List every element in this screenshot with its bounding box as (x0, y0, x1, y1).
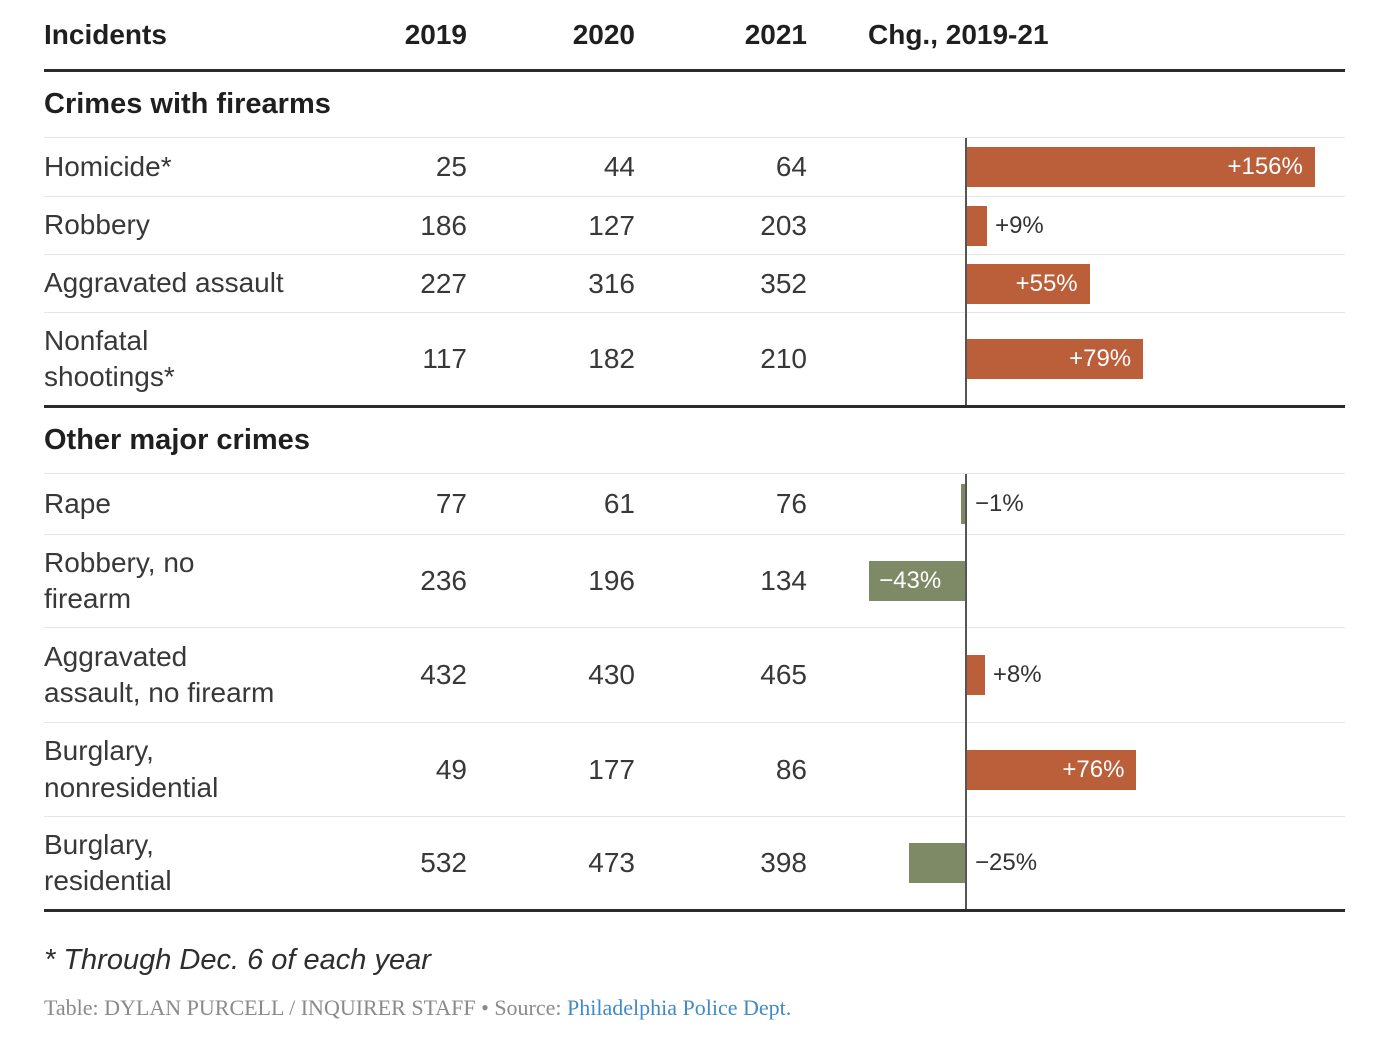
value-2020: 177 (588, 753, 635, 785)
change-bar-label: +156% (1227, 153, 1303, 180)
change-bar-cell: +9% (807, 197, 1345, 254)
section-title: Other major crimes (44, 408, 1345, 474)
change-bar-label: +9% (995, 211, 1044, 239)
change-bar-label: +55% (1015, 269, 1078, 297)
credit-line: Table: DYLAN PURCELL / INQUIRER STAFF • … (44, 995, 1345, 1021)
table-header: Incidents 2019 2020 2021 Chg., 2019-21 (44, 0, 1345, 72)
change-bar (961, 484, 965, 524)
col-header-2021: 2021 (744, 18, 807, 50)
row-label: Robbery (44, 209, 150, 241)
credit-table-label: Table: DYLAN PURCELL / INQUIRER STAFF (44, 995, 476, 1020)
value-2020: 430 (588, 659, 635, 690)
value-2020: 196 (588, 565, 635, 596)
section-title: Crimes with firearms (44, 72, 1345, 138)
value-2019: 25 (435, 151, 467, 182)
value-2019: 49 (435, 753, 467, 785)
change-bar: +55% (967, 263, 1090, 304)
value-2019: 236 (420, 565, 467, 596)
row-label: Burglary, residential (44, 828, 172, 896)
change-bar (967, 655, 985, 695)
row-label: Burglary, nonresidential (44, 735, 219, 803)
value-2019: 532 (420, 847, 467, 878)
change-bar-cell: −25% (807, 817, 1345, 909)
change-bar: −43% (869, 561, 965, 601)
row-aggravated-assault-no-firearm: Aggravated assault, no firearm 432 430 4… (44, 627, 1345, 722)
change-bar-cell: −43% (807, 535, 1345, 627)
change-bar: +156% (967, 147, 1315, 187)
change-bar-cell: +156% (807, 138, 1345, 196)
value-2021: 64 (775, 151, 807, 182)
row-robbery-no-firearm: Robbery, no firearm 236 196 134 −43% (44, 534, 1345, 627)
row-aggravated-assault-firearm: Aggravated assault 227 316 352 +55% (44, 254, 1345, 312)
value-2021: 134 (760, 565, 807, 596)
section-rows: Rape 77 61 76 −1% Robbery, no firearm 23… (44, 474, 1345, 912)
value-2019: 432 (420, 659, 467, 690)
change-bar-label: −25% (975, 849, 1038, 876)
change-bar-label: −43% (879, 567, 942, 594)
change-bar-cell: +55% (807, 255, 1345, 312)
col-header-2020: 2020 (572, 18, 635, 50)
value-2021: 86 (775, 753, 807, 785)
col-header-2019: 2019 (404, 18, 467, 50)
footnote: * Through Dec. 6 of each year (44, 944, 431, 976)
row-label: Homicide* (44, 150, 172, 182)
value-2020: 473 (588, 847, 635, 878)
value-2020: 127 (588, 209, 635, 241)
zero-axis-line (965, 474, 967, 909)
change-bar-label: +79% (1069, 345, 1132, 372)
value-2021: 398 (760, 847, 807, 878)
row-burglary-nonresidential: Burglary, nonresidential 49 177 86 +76% (44, 722, 1345, 816)
row-label: Aggravated assault (44, 267, 284, 299)
change-bar-cell: +8% (807, 628, 1345, 722)
value-2019: 227 (420, 267, 467, 299)
credit-source-label: Source: (494, 995, 562, 1020)
row-label: Robbery, no firearm (44, 546, 195, 614)
value-2019: 77 (435, 488, 467, 519)
value-2021: 203 (760, 209, 807, 241)
row-homicide: Homicide* 25 44 64 +156% (44, 138, 1345, 196)
value-2021: 76 (775, 488, 807, 519)
row-burglary-residential: Burglary, residential 532 473 398 −25% (44, 816, 1345, 909)
col-header-incidents: Incidents (44, 18, 167, 50)
change-bar-cell: −1% (807, 474, 1345, 534)
row-rape: Rape 77 61 76 −1% (44, 474, 1345, 534)
row-nonfatal-shootings: Nonfatal shootings* 117 182 210 +79% (44, 312, 1345, 405)
change-bar: +76% (967, 749, 1137, 790)
value-2021: 352 (760, 267, 807, 299)
source-link[interactable]: Philadelphia Police Dept. (567, 995, 792, 1020)
value-2020: 316 (588, 267, 635, 299)
row-label: Nonfatal shootings* (44, 324, 175, 392)
value-2020: 61 (603, 488, 635, 519)
change-bar-cell: +79% (807, 313, 1345, 405)
col-header-change: Chg., 2019-21 (868, 18, 1049, 50)
row-label: Aggravated assault, no firearm (44, 640, 275, 708)
value-2020: 44 (603, 151, 635, 182)
change-bar (909, 843, 965, 883)
value-2019: 186 (420, 209, 467, 241)
section-crimes-with-firearms: Crimes with firearms Homicide* 25 44 64 … (44, 72, 1345, 408)
value-2019: 117 (422, 343, 467, 374)
change-bar: +79% (967, 339, 1144, 379)
zero-axis-line (965, 138, 967, 405)
change-bar-cell: +76% (807, 723, 1345, 816)
value-2021: 465 (760, 659, 807, 690)
section-rows: Homicide* 25 44 64 +156% Robbery 186 127… (44, 138, 1345, 408)
credit-bullet: • (481, 995, 489, 1020)
value-2021: 210 (760, 343, 807, 374)
value-2020: 182 (588, 343, 635, 374)
change-bar-label: −1% (975, 490, 1024, 517)
change-bar-label: +8% (992, 661, 1042, 688)
row-label: Rape (44, 487, 111, 519)
row-robbery-firearm: Robbery 186 127 203 +9% (44, 196, 1345, 254)
change-bar-label: +76% (1062, 755, 1125, 783)
change-bar (967, 205, 988, 246)
section-other-major-crimes: Other major crimes Rape 77 61 76 −1% Rob… (44, 408, 1345, 912)
